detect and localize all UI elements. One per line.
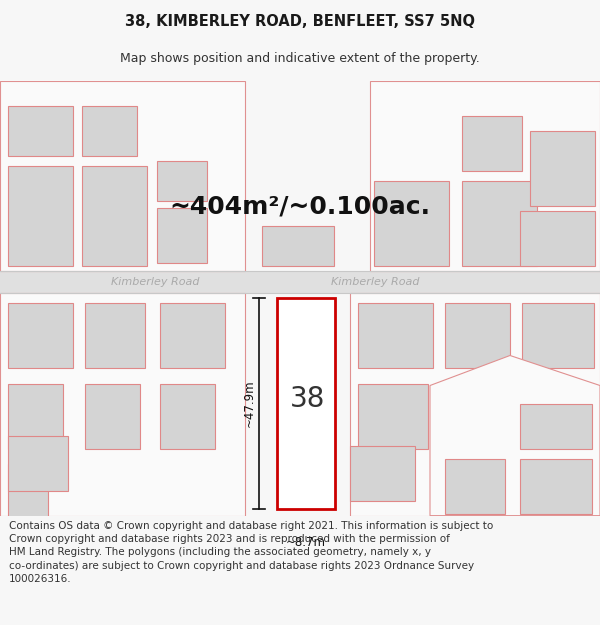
Text: 38, KIMBERLEY ROAD, BENFLEET, SS7 5NQ: 38, KIMBERLEY ROAD, BENFLEET, SS7 5NQ xyxy=(125,14,475,29)
Bar xyxy=(445,304,510,369)
Bar xyxy=(8,384,63,449)
Bar xyxy=(8,436,68,491)
Bar xyxy=(85,304,145,369)
Bar xyxy=(82,106,137,156)
Bar xyxy=(522,304,594,369)
Bar xyxy=(520,211,595,266)
Bar xyxy=(520,404,592,449)
Bar xyxy=(520,459,592,514)
Bar xyxy=(350,446,415,501)
Bar xyxy=(462,116,522,171)
Bar xyxy=(262,226,334,266)
Bar xyxy=(462,181,537,266)
Polygon shape xyxy=(350,293,600,516)
Bar xyxy=(8,166,73,266)
Bar xyxy=(358,384,428,449)
Polygon shape xyxy=(430,356,600,516)
Bar xyxy=(8,106,73,156)
Bar xyxy=(8,304,73,369)
Text: Kimberley Road: Kimberley Road xyxy=(331,278,419,288)
Text: ~8.7m: ~8.7m xyxy=(286,536,326,549)
Text: Kimberley Road: Kimberley Road xyxy=(111,278,199,288)
Text: 38: 38 xyxy=(290,386,326,413)
Bar xyxy=(445,459,505,514)
Text: Contains OS data © Crown copyright and database right 2021. This information is : Contains OS data © Crown copyright and d… xyxy=(9,521,493,584)
Bar xyxy=(445,389,500,439)
Bar xyxy=(82,166,147,266)
Bar xyxy=(358,304,433,369)
Bar xyxy=(157,208,207,263)
Bar xyxy=(374,181,449,266)
Polygon shape xyxy=(0,293,245,516)
Bar xyxy=(530,131,595,206)
Bar xyxy=(85,384,140,449)
Bar xyxy=(281,315,331,393)
Bar xyxy=(0,271,600,293)
Bar xyxy=(160,304,225,369)
Bar xyxy=(160,384,215,449)
Bar xyxy=(277,299,335,509)
Polygon shape xyxy=(0,81,245,271)
Bar xyxy=(8,464,48,524)
Text: Map shows position and indicative extent of the property.: Map shows position and indicative extent… xyxy=(120,52,480,65)
Bar xyxy=(157,161,207,201)
Polygon shape xyxy=(370,81,600,271)
Text: ~47.9m: ~47.9m xyxy=(242,380,256,428)
Text: ~404m²/~0.100ac.: ~404m²/~0.100ac. xyxy=(170,194,431,218)
